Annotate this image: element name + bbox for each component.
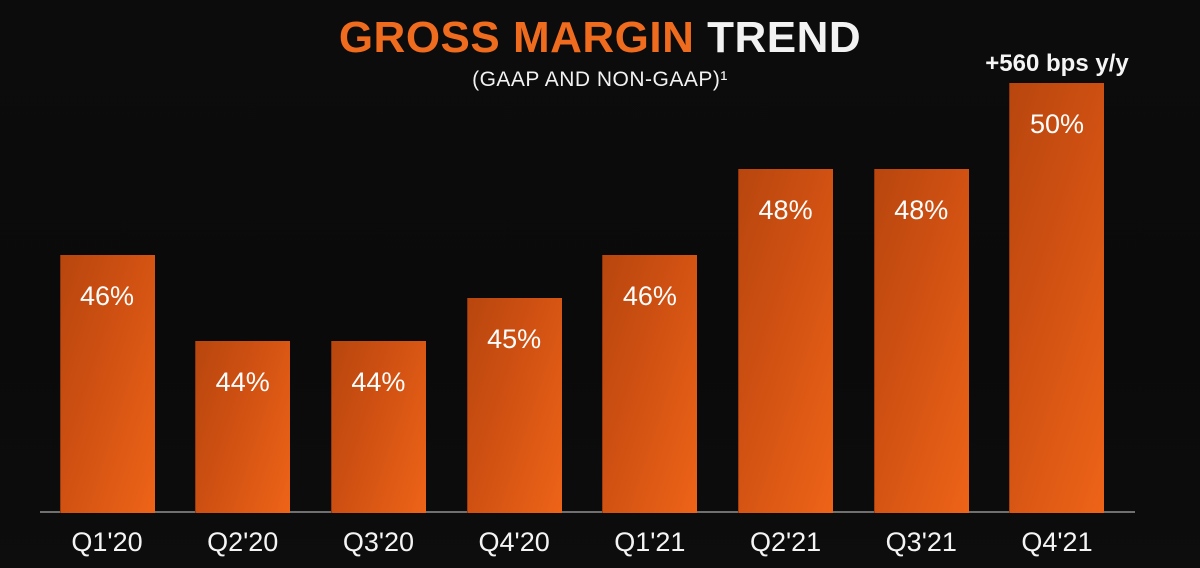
x-axis-label-q2-20: Q2'20 bbox=[207, 527, 279, 557]
bar-value-label-q2-21: 48% bbox=[758, 195, 813, 225]
bar-q2-21: 48% bbox=[738, 169, 834, 513]
bar-q4-21: 50% bbox=[1009, 83, 1105, 513]
chart-title: GROSS MARGIN TREND bbox=[0, 13, 1200, 62]
x-axis-line bbox=[40, 511, 1135, 513]
bar-q3-21: 48% bbox=[873, 169, 969, 513]
bar-value-label-q2-20: 44% bbox=[215, 367, 270, 397]
x-axis-label-q1-21: Q1'21 bbox=[614, 527, 686, 557]
bar-q4-20: 45% bbox=[466, 298, 562, 513]
yoy-annotation: +560 bps y/y bbox=[985, 50, 1129, 77]
bar-value-label-q1-20: 46% bbox=[79, 281, 135, 311]
bar-q1-21: 46% bbox=[602, 255, 698, 513]
x-axis-label-q1-20: Q1'20 bbox=[71, 527, 143, 557]
bar-value-label-q3-20: 44% bbox=[351, 367, 406, 397]
bar-value-label-q1-21: 46% bbox=[622, 281, 677, 311]
bar-q1-20: 46% bbox=[59, 255, 155, 513]
x-axis-label-q4-21: Q4'21 bbox=[1021, 527, 1093, 557]
bar-value-label-q4-20: 45% bbox=[487, 324, 542, 354]
chart-title-secondary: TREND bbox=[707, 13, 862, 62]
chart-title-primary: GROSS MARGIN bbox=[338, 13, 695, 62]
x-axis-label-q3-21: Q3'21 bbox=[885, 527, 957, 557]
x-axis-label-q3-20: Q3'20 bbox=[342, 527, 415, 557]
chart-header: GROSS MARGIN TREND (GAAP AND NON-GAAP)¹ bbox=[0, 13, 1200, 92]
bar-q3-20: 44% bbox=[330, 341, 426, 513]
x-axis-label-q2-21: Q2'21 bbox=[749, 527, 822, 557]
bar-value-label-q3-21: 48% bbox=[894, 195, 949, 225]
bar-q2-20: 44% bbox=[195, 341, 291, 513]
x-axis-label-q4-20: Q4'20 bbox=[478, 527, 550, 557]
chart-subtitle: (GAAP AND NON-GAAP)¹ bbox=[472, 68, 728, 92]
bar-value-label-q4-21: 50% bbox=[1029, 109, 1084, 139]
